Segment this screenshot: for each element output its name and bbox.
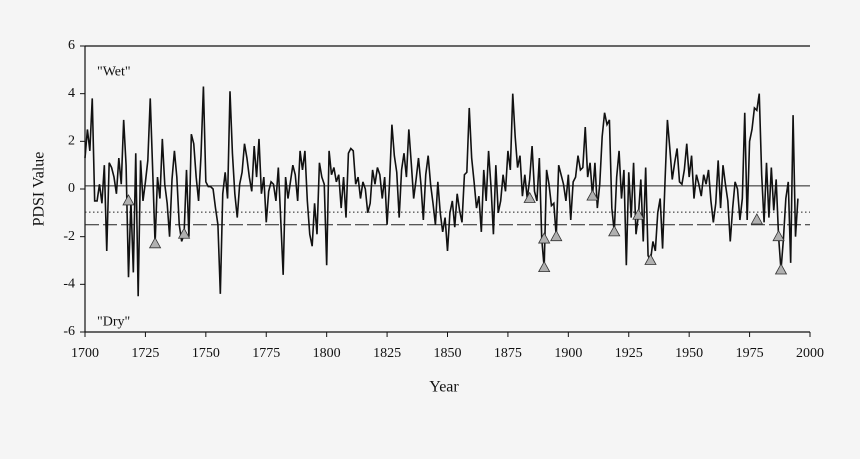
- drought-marker: [537, 260, 551, 273]
- drought-marker: [774, 263, 788, 275]
- x-tick-label: 1925: [615, 346, 643, 361]
- drought-marker: [550, 229, 563, 242]
- drought-marker: [523, 191, 536, 203]
- drought-marker: [644, 253, 657, 265]
- y-tick-label: -2: [63, 229, 75, 244]
- x-tick-label: 1825: [373, 346, 401, 361]
- y-tick-label: -6: [63, 324, 75, 339]
- x-tick-label: 1800: [313, 346, 341, 361]
- y-tick-label: 0: [68, 181, 75, 196]
- drought-marker: [148, 236, 162, 249]
- y-axis-label: PDSI Value: [31, 152, 48, 227]
- x-tick-label: 1700: [71, 346, 99, 361]
- drought-marker: [586, 189, 599, 201]
- y-tick-label: -4: [63, 277, 75, 292]
- drought-marker: [632, 208, 645, 220]
- x-tick-label: 1875: [494, 346, 522, 361]
- drought-marker: [772, 229, 785, 242]
- x-tick-label: 1750: [192, 346, 220, 361]
- y-tick-label: 4: [68, 86, 75, 101]
- x-tick-label: 1725: [131, 346, 159, 361]
- drought-marker: [122, 194, 135, 206]
- y-tick-label: 2: [68, 134, 75, 149]
- x-tick-label: 1950: [675, 346, 703, 361]
- x-axis-label: Year: [429, 379, 459, 396]
- y-tick-label: 6: [68, 38, 75, 53]
- drought-marker: [177, 227, 191, 239]
- drought-marker: [608, 225, 621, 237]
- drought-marker: [537, 232, 551, 244]
- annotation-dry: "Dry": [97, 315, 130, 330]
- x-tick-label: 1900: [554, 346, 582, 361]
- x-tick-label: 1850: [434, 346, 462, 361]
- drought-marker: [750, 213, 764, 225]
- x-tick-label: 2000: [796, 346, 824, 361]
- x-tick-label: 1975: [736, 346, 764, 361]
- annotation-wet: "Wet": [97, 64, 131, 79]
- x-tick-label: 1775: [252, 346, 280, 361]
- data-line: [84, 86, 799, 297]
